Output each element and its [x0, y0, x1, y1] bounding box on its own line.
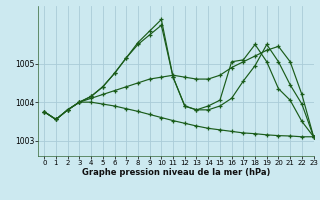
X-axis label: Graphe pression niveau de la mer (hPa): Graphe pression niveau de la mer (hPa)	[82, 168, 270, 177]
